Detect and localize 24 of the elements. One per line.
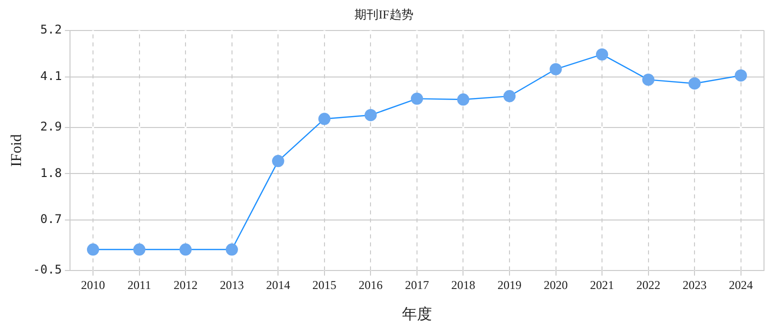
x-tick-label: 2024	[728, 278, 753, 292]
y-tick-label: 1.8	[40, 166, 62, 180]
y-tick-label: -0.5	[32, 262, 62, 277]
x-tick-label: 2018	[451, 278, 476, 292]
x-tick-label: 2019	[497, 278, 522, 292]
y-axis-title: IFoid	[8, 134, 25, 167]
x-tick-label: 2011	[128, 278, 152, 292]
x-tick-label: 2010	[81, 278, 106, 292]
y-tick-label: 4.1	[40, 68, 62, 83]
x-tick-label: 2015	[312, 278, 336, 292]
x-tick-label: 2022	[636, 278, 660, 292]
x-tick-label: 2020	[544, 278, 568, 292]
x-tick-label: 2021	[590, 278, 614, 292]
x-tick-label: 2017	[404, 278, 429, 292]
x-tick-label: 2013	[220, 278, 244, 292]
y-tick-label: 0.7	[40, 212, 62, 226]
y-tick-label: 2.9	[40, 119, 62, 134]
x-tick-label: 2014	[266, 278, 290, 292]
x-tick-label: 2012	[174, 278, 198, 292]
x-axis-title: 年度	[402, 306, 432, 323]
chart-title: 期刊IF趋势	[354, 7, 414, 22]
x-tick-label: 2016	[358, 278, 383, 292]
y-tick-label: 5.2	[40, 22, 62, 37]
x-tick-label: 2023	[682, 278, 707, 292]
